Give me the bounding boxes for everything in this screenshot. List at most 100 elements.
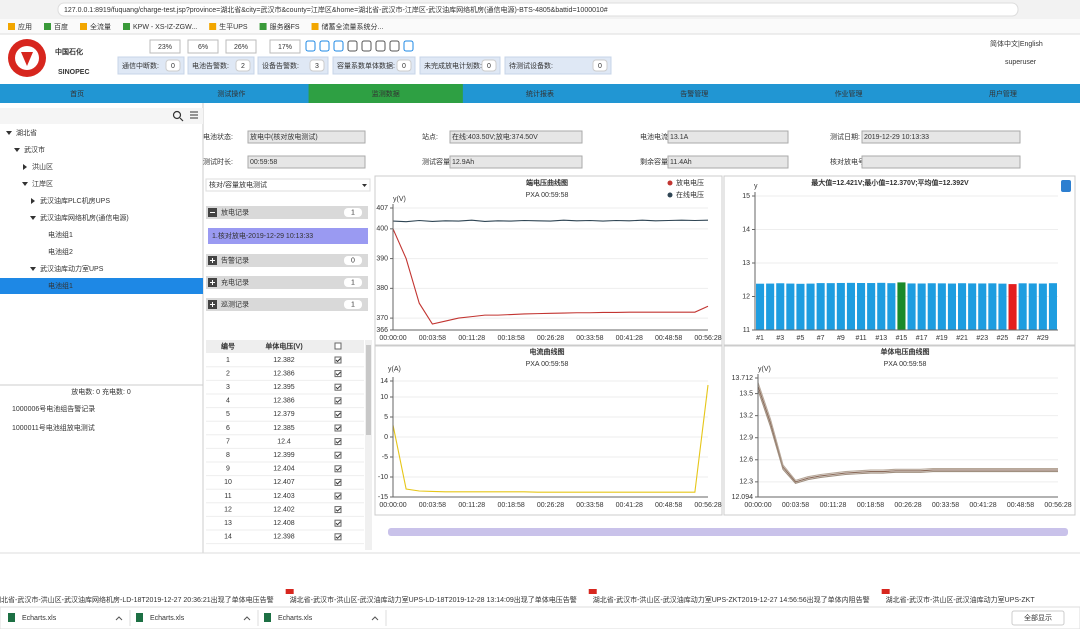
x-tick-label: #7 — [817, 335, 825, 342]
nav-tab[interactable]: 首页 — [70, 89, 84, 98]
mode-select[interactable] — [205, 178, 371, 192]
tree-node[interactable]: 武汉市 — [24, 145, 45, 154]
bookmark-icon[interactable] — [8, 23, 15, 30]
section-header[interactable] — [206, 206, 368, 219]
nav-tab[interactable]: 测试操作 — [217, 89, 245, 98]
download-item[interactable]: Echarts.xls — [22, 615, 57, 622]
search-icon[interactable] — [172, 110, 182, 120]
download-menu[interactable] — [371, 616, 379, 621]
checkbox[interactable] — [334, 397, 342, 405]
language-switch[interactable]: 简体中文|English — [990, 39, 1043, 48]
section-header[interactable] — [206, 276, 368, 289]
bookmark-icon[interactable] — [311, 23, 319, 30]
legend-label[interactable]: 放电电压 — [676, 178, 704, 187]
nav-tab[interactable]: 用户管理 — [989, 89, 1017, 98]
section-title[interactable]: 巡测记录 — [221, 299, 249, 308]
legend-label[interactable]: 在线电压 — [676, 190, 704, 199]
bookmark[interactable]: 全流量 — [90, 22, 111, 31]
status-icon[interactable] — [375, 40, 386, 52]
tree-node[interactable]: 洪山区 — [32, 162, 53, 171]
bookmark-icon[interactable] — [80, 23, 87, 30]
zoom-slider[interactable] — [388, 528, 1068, 536]
tree-toggle[interactable] — [14, 148, 20, 152]
bookmark-icon[interactable] — [123, 23, 130, 30]
checkbox[interactable] — [334, 478, 342, 486]
tree-node[interactable]: 江岸区 — [32, 180, 53, 188]
nav-tab[interactable]: 告警管理 — [680, 89, 708, 98]
tree-toggle[interactable] — [6, 131, 12, 135]
bookmark[interactable]: KPW - XS-IZ-ZGW... — [133, 24, 197, 31]
alert-item[interactable]: 1000006号电池组告警记录 — [12, 404, 95, 413]
checkbox[interactable] — [334, 506, 342, 514]
file-icon[interactable] — [8, 613, 15, 622]
table-cell: 12.4 — [277, 438, 291, 445]
checkbox[interactable] — [334, 424, 342, 432]
show-all-text[interactable]: 全部显示 — [1024, 613, 1052, 622]
tree-toggle[interactable] — [30, 216, 36, 220]
status-icon[interactable] — [305, 40, 316, 52]
checkbox[interactable] — [334, 533, 342, 541]
bookmark-icon[interactable] — [44, 23, 51, 30]
section-title[interactable]: 告警记录 — [221, 255, 249, 264]
checkbox[interactable] — [334, 356, 342, 364]
checkbox[interactable] — [334, 410, 342, 418]
checkbox[interactable] — [334, 342, 342, 350]
section-item-text[interactable]: 1.核对放电-2019-12-29 10:13:33 — [212, 231, 313, 240]
section-header[interactable] — [206, 254, 368, 267]
nav-tab[interactable]: 作业管理 — [835, 89, 863, 98]
checkbox[interactable] — [334, 492, 342, 500]
menu-icon[interactable] — [190, 111, 198, 119]
download-item[interactable]: Echarts.xls — [278, 615, 313, 622]
section-item[interactable] — [208, 228, 368, 244]
tree-node[interactable]: 电池组2 — [48, 247, 73, 256]
tree-toggle[interactable] — [31, 198, 35, 204]
bookmark-icon[interactable] — [209, 23, 217, 30]
status-icon[interactable] — [389, 40, 400, 52]
tree-node[interactable]: 电池组1 — [48, 230, 73, 239]
checkbox[interactable] — [334, 519, 342, 527]
tree-toggle[interactable] — [30, 267, 36, 271]
save-icon[interactable] — [1061, 180, 1071, 192]
status-icon[interactable] — [347, 40, 358, 52]
download-menu[interactable] — [243, 616, 251, 621]
nav-tab[interactable]: 统计报表 — [526, 89, 554, 98]
nav-tab[interactable]: 监测数据 — [372, 89, 400, 98]
tree-node[interactable]: 湖北省 — [16, 128, 37, 137]
file-icon[interactable] — [264, 613, 271, 622]
mode-select-text[interactable]: 核对/容量放电测试 — [209, 180, 267, 189]
bookmark[interactable]: 生平UPS — [219, 22, 248, 31]
checkbox[interactable] — [334, 451, 342, 459]
status-icon[interactable] — [319, 40, 330, 52]
download-item[interactable]: Echarts.xls — [150, 615, 185, 622]
section-title[interactable]: 充电记录 — [221, 277, 249, 286]
bookmark[interactable]: 储蓄全流量系统分... — [322, 22, 384, 31]
show-all-button[interactable] — [1011, 610, 1065, 626]
checkbox[interactable] — [334, 438, 342, 446]
tree-node[interactable]: 武汉油库PLC机房UPS — [40, 196, 110, 205]
checkbox[interactable] — [334, 383, 342, 391]
checkbox[interactable] — [334, 465, 342, 473]
download-menu[interactable] — [115, 616, 123, 621]
tree-toggle[interactable] — [22, 182, 28, 186]
tree-node[interactable]: 武汉油库网络机房(通信电源) — [40, 213, 129, 222]
scrollbar[interactable] — [365, 340, 372, 550]
bookmark[interactable]: 应用 — [18, 22, 32, 31]
scrollbar-thumb[interactable] — [366, 345, 371, 435]
tree-node[interactable]: 武汉油库动力室UPS — [40, 264, 104, 273]
address-box[interactable] — [57, 2, 1019, 17]
status-icon[interactable] — [403, 40, 414, 52]
bookmark[interactable]: 百度 — [54, 22, 68, 31]
file-icon[interactable] — [136, 613, 143, 622]
tree-toggle[interactable] — [23, 164, 27, 170]
alert-item[interactable]: 1000011号电池组放电测试 — [12, 423, 95, 432]
bookmark[interactable]: 服务器FS — [270, 22, 300, 31]
section-header[interactable] — [206, 298, 368, 311]
section-title[interactable]: 放电记录 — [221, 207, 249, 216]
status-icon[interactable] — [333, 40, 344, 52]
tree-node[interactable]: 电池组1 — [48, 281, 73, 290]
x-tick-label: 00:41:28 — [969, 502, 996, 509]
checkbox[interactable] — [334, 370, 342, 378]
x-tick-label: 00:26:28 — [537, 335, 564, 342]
bookmark-icon[interactable] — [259, 23, 267, 30]
status-icon[interactable] — [361, 40, 372, 52]
